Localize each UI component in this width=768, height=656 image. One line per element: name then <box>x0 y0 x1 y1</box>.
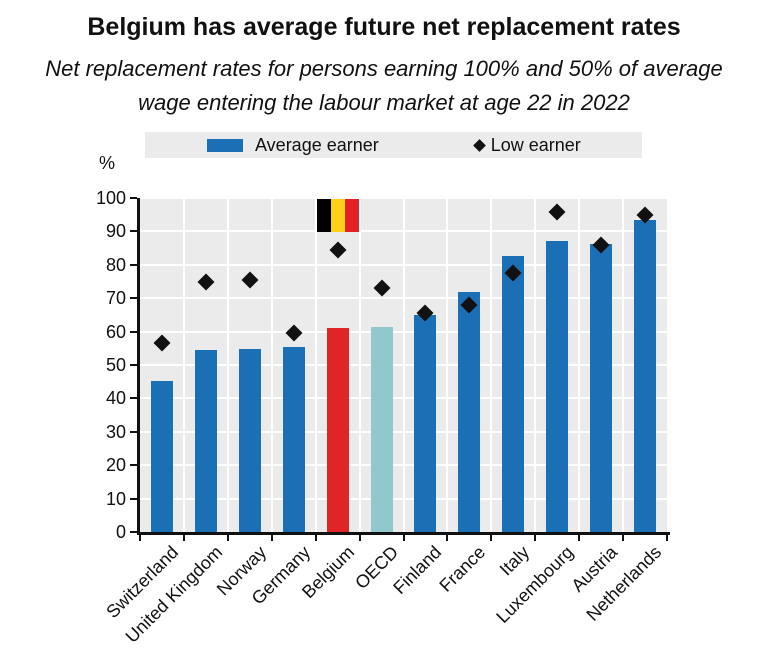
bar-united-kingdom <box>194 350 217 532</box>
bar-austria <box>590 244 613 532</box>
y-tick-label: 20 <box>105 455 126 476</box>
v-gridline <box>534 198 537 532</box>
y-tick-label: 80 <box>105 254 126 275</box>
belgium-flag-icon <box>316 199 359 232</box>
low-earner-diamond-icon <box>472 138 486 152</box>
y-tick <box>130 364 137 366</box>
legend-label-low-earner: Low earner <box>490 134 581 155</box>
x-tick <box>226 535 229 541</box>
diamond-switzerland <box>153 334 171 352</box>
x-axis-spine <box>137 532 670 535</box>
y-tick-label: 0 <box>115 522 126 542</box>
diamond-germany <box>285 324 303 342</box>
y-tick <box>130 230 137 233</box>
chart-title: Belgium has average future net replaceme… <box>87 13 681 41</box>
y-tick-label: 10 <box>105 488 126 509</box>
v-gridline <box>182 198 185 532</box>
x-tick <box>182 535 185 541</box>
v-gridline <box>622 198 625 532</box>
bar-switzerland <box>150 380 173 532</box>
bar-finland <box>414 314 437 532</box>
diamond-luxembourg <box>548 203 566 221</box>
y-tick-label: 50 <box>105 355 126 375</box>
diamond-belgium <box>329 241 347 259</box>
v-gridline <box>270 198 273 532</box>
y-axis-unit-label: % <box>98 153 115 173</box>
bar-germany <box>282 346 305 532</box>
flag-stripe <box>330 199 345 232</box>
y-tick-label: 100 <box>95 188 126 208</box>
average-earner-swatch-icon <box>207 138 243 152</box>
y-tick-label: 60 <box>105 321 126 342</box>
bar-oecd <box>370 326 393 532</box>
bar-luxembourg <box>546 240 569 532</box>
y-tick-label: 30 <box>105 421 126 442</box>
x-tick <box>358 535 361 541</box>
x-tick <box>666 535 668 541</box>
flag-stripe <box>316 199 331 232</box>
y-tick <box>130 430 137 433</box>
y-tick <box>130 330 137 333</box>
v-gridline <box>226 198 229 532</box>
y-tick <box>130 397 137 400</box>
v-gridline <box>402 198 405 532</box>
legend-item-low-earner: Low earner <box>472 134 581 156</box>
bar-france <box>458 291 481 532</box>
x-tick <box>446 535 449 541</box>
y-tick <box>130 297 137 300</box>
y-tick-label: 40 <box>105 388 126 409</box>
bar-italy <box>502 256 525 532</box>
x-tick <box>402 535 405 541</box>
x-tick <box>534 535 537 541</box>
v-gridline <box>446 198 449 532</box>
y-tick <box>130 464 137 467</box>
v-gridline <box>578 198 581 532</box>
x-tick <box>490 535 493 541</box>
y-tick <box>130 497 137 500</box>
diamond-united-kingdom <box>197 273 215 290</box>
legend-label-average-earner: Average earner <box>255 134 379 155</box>
legend: Average earner Low earner <box>145 132 642 158</box>
y-tick <box>130 263 137 266</box>
x-tick <box>270 535 273 541</box>
y-tick-label: 70 <box>105 288 126 309</box>
plot-area <box>140 197 667 532</box>
bar-norway <box>238 348 261 532</box>
x-label-france: France <box>435 542 490 596</box>
chart-subtitle: Net replacement rates for persons earnin… <box>45 56 723 115</box>
flag-stripe <box>344 199 359 232</box>
x-label-italy: Italy <box>495 542 534 580</box>
legend-item-average-earner: Average earner <box>207 135 379 156</box>
v-gridline <box>314 198 317 532</box>
x-tick <box>314 535 317 541</box>
diamond-oecd <box>373 279 391 296</box>
y-axis-spine <box>137 198 140 535</box>
y-tick <box>130 531 137 533</box>
bar-netherlands <box>634 219 657 532</box>
y-tick <box>130 197 137 199</box>
y-tick-label: 90 <box>105 221 126 242</box>
v-gridline <box>490 198 493 532</box>
v-gridline <box>358 198 361 532</box>
x-tick <box>139 535 141 541</box>
diamond-norway <box>241 271 259 289</box>
bar-belgium <box>326 328 349 532</box>
x-tick <box>622 535 625 541</box>
x-label-finland: Finland <box>389 542 446 598</box>
x-tick <box>578 535 581 541</box>
